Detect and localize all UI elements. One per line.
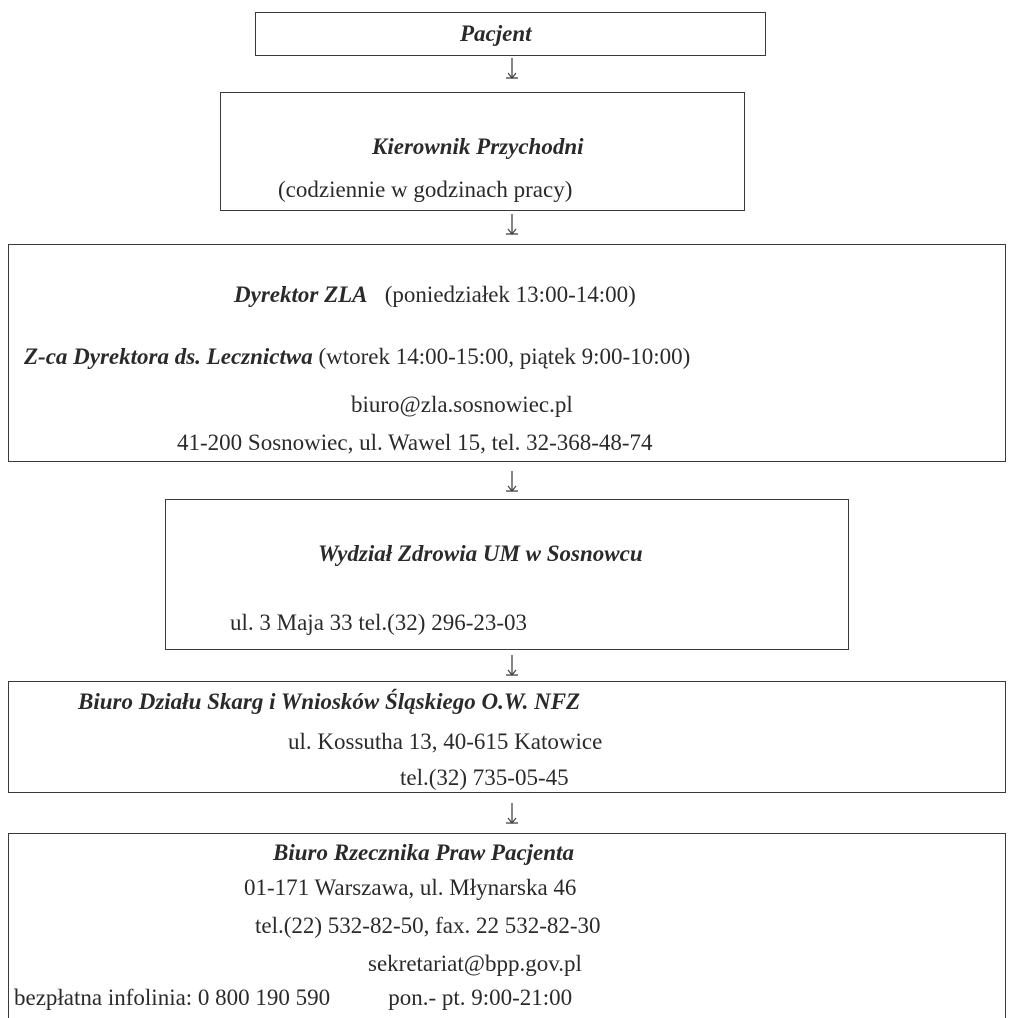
patient-title: Pacjent	[460, 21, 532, 46]
manager-hours: (codziennie w godzinach pracy)	[278, 177, 573, 202]
ombudsman-title: Biuro Rzecznika Praw Pacjenta	[273, 840, 574, 865]
ombudsman-email: sekretariat@bpp.gov.pl	[368, 951, 582, 976]
manager-box	[220, 92, 745, 211]
ombudsman-infoline: bezpłatna infolinia: 0 800 190 590	[14, 985, 331, 1010]
deputy-title: Z-ca Dyrektora ds. Lecznictwa	[24, 344, 313, 369]
arrow-down-icon	[504, 655, 520, 677]
ombudsman-infoline-hours: pon.- pt. 9:00-21:00	[388, 985, 573, 1010]
arrow-down-icon	[504, 214, 520, 236]
ombudsman-address: 01-171 Warszawa, ul. Młynarska 46	[244, 875, 577, 900]
patient-box	[255, 12, 766, 56]
director-email: biuro@zla.sosnowiec.pl	[351, 392, 573, 417]
arrow-down-icon	[504, 58, 520, 80]
manager-title: Kierownik Przychodni	[372, 134, 584, 159]
ombudsman-infoline-row: bezpłatna infolinia: 0 800 190 590 pon.- …	[14, 986, 572, 1009]
nfz-address: ul. Kossutha 13, 40-615 Katowice	[288, 729, 603, 754]
nfz-box	[8, 681, 1006, 793]
health-dept-title: Wydział Zdrowia UM w Sosnowcu	[318, 541, 643, 566]
nfz-title: Biuro Działu Skarg i Wniosków Śląskiego …	[78, 689, 581, 714]
deputy-hours: (wtorek 14:00-15:00, piątek 9:00-10:00)	[318, 344, 691, 369]
arrow-down-icon	[504, 471, 520, 493]
director-row: Dyrektor ZLA (poniedziałek 13:00-14:00)	[234, 283, 636, 306]
director-box	[8, 244, 1006, 462]
health-dept-address: ul. 3 Maja 33 tel.(32) 296-23-03	[230, 610, 528, 635]
deputy-row: Z-ca Dyrektora ds. Lecznictwa (wtorek 14…	[24, 345, 690, 368]
nfz-phone: tel.(32) 735-05-45	[400, 765, 569, 790]
arrow-down-icon	[504, 803, 520, 825]
ombudsman-phone: tel.(22) 532-82-50, fax. 22 532-82-30	[255, 913, 601, 938]
director-address: 41-200 Sosnowiec, ul. Wawel 15, tel. 32-…	[177, 430, 653, 455]
director-title: Dyrektor ZLA	[234, 282, 368, 307]
health-dept-box	[165, 499, 849, 650]
ombudsman-box	[8, 833, 1006, 1018]
director-hours: (poniedziałek 13:00-14:00)	[384, 282, 636, 307]
